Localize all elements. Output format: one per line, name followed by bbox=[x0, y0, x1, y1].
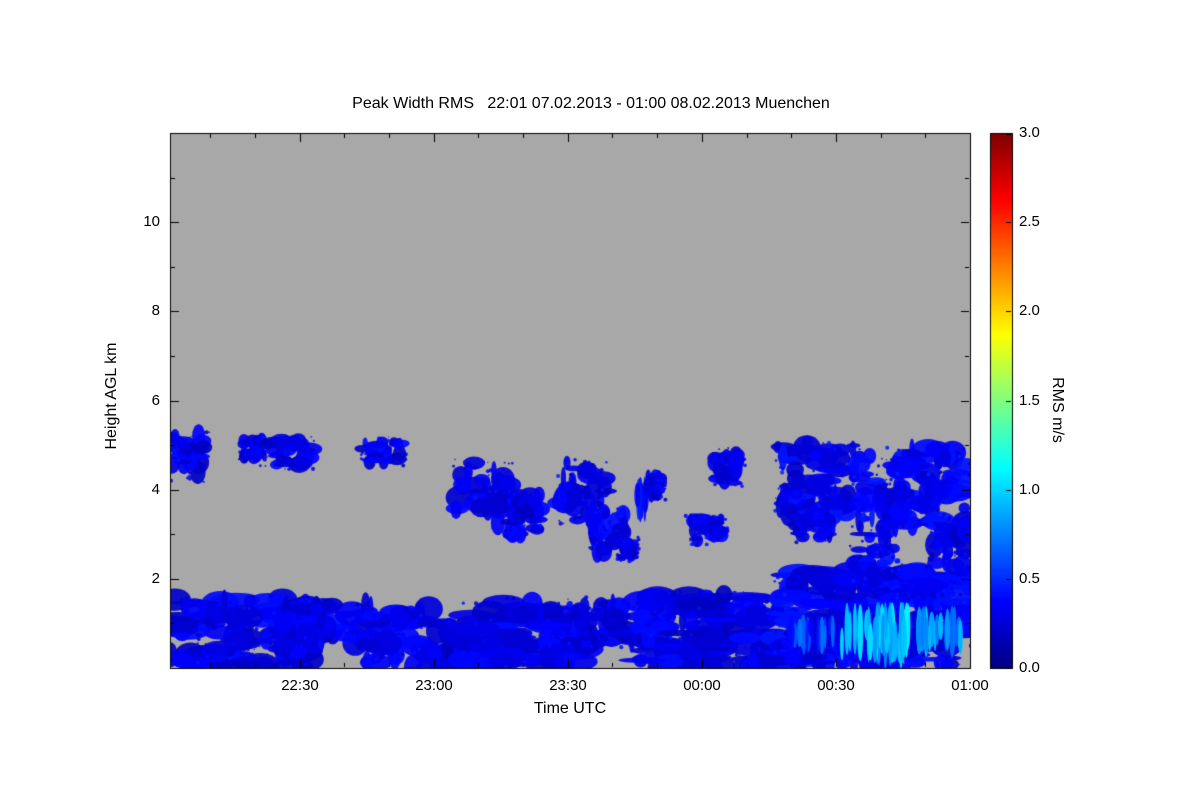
x-tick-label: 00:00 bbox=[683, 677, 721, 694]
x-axis-label: Time UTC bbox=[533, 700, 607, 717]
colorbar-tick-label: 2.5 bbox=[1019, 213, 1040, 230]
y-tick-label: 10 bbox=[143, 213, 160, 230]
x-tick-label: 01:00 bbox=[951, 677, 989, 694]
colorbar-tick-label: 0.5 bbox=[1019, 570, 1040, 587]
colorbar-tick-label: 2.0 bbox=[1019, 302, 1040, 319]
y-tick-label: 4 bbox=[151, 481, 160, 498]
y-tick-label: 8 bbox=[151, 302, 160, 319]
x-tick-label: 00:30 bbox=[817, 677, 855, 694]
y-tick-label: 2 bbox=[151, 570, 160, 587]
colorbar-tick-label: 1.5 bbox=[1019, 392, 1040, 409]
x-tick-label: 23:00 bbox=[415, 677, 453, 694]
x-tick-label: 23:30 bbox=[549, 677, 587, 694]
colorbar-tick-label: 3.0 bbox=[1019, 124, 1040, 141]
colorbar-tick-label: 1.0 bbox=[1019, 481, 1040, 498]
chart-title: Peak Width RMS 22:01 07.02.2013 - 01:00 … bbox=[352, 95, 830, 112]
y-tick-label: 6 bbox=[151, 392, 160, 409]
colorbar-tick-label: 0.0 bbox=[1019, 659, 1040, 676]
colorbar-label: RMS m/s bbox=[1049, 377, 1066, 443]
x-tick-label: 22:30 bbox=[281, 677, 319, 694]
